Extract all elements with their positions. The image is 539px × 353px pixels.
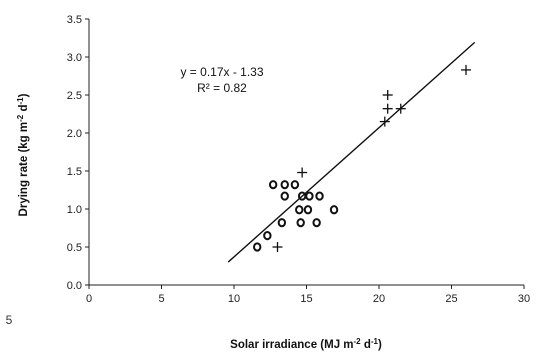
x-tick-label: 25 (445, 293, 457, 305)
circle-data-point (312, 218, 321, 228)
plus-data-point (382, 90, 393, 100)
circle-data-point (290, 180, 300, 190)
x-tick-label: 15 (300, 293, 312, 305)
circle-data-point (280, 180, 289, 190)
y-tick-label: 0.5 (67, 242, 82, 254)
circle-data-point (303, 205, 313, 215)
x-tick-label: 0 (86, 293, 92, 305)
circle-data-point (253, 242, 262, 252)
y-tick-label: 3.5 (67, 14, 82, 26)
plus-data-point (461, 64, 471, 75)
plus-data-point (272, 242, 283, 252)
x-tick-label: 5 (158, 293, 164, 305)
y-tick-label: 1.5 (67, 166, 82, 178)
equation-label: y = 0.17x - 1.33 (180, 65, 263, 79)
axes: 0.0 0.5 1.0 1.5 2.0 2.5 3.0 3.5 0 5 10 15 20 25 30 (67, 14, 530, 305)
circle-data-point (280, 191, 289, 201)
y-tick-label: 2.5 (67, 90, 82, 102)
x-tick-label: 10 (228, 293, 240, 305)
circle-data-point (315, 191, 324, 201)
circle-data-point (296, 218, 305, 228)
circle-data-point (277, 218, 287, 228)
y-ticks: 0.0 0.5 1.0 1.5 2.0 2.5 3.0 3.5 (67, 14, 89, 292)
circle-data-point (263, 231, 272, 241)
circle-data-point (305, 191, 314, 201)
trendline (227, 41, 476, 263)
x-axis-title: Solar irradiance (MJ m-2 d-1) (230, 337, 382, 351)
circle-data-point (268, 180, 278, 190)
y-tick-label: 3.0 (67, 52, 82, 64)
y-tick-label: 0.0 (67, 280, 82, 292)
stray-number-label: 5 (6, 313, 13, 327)
circle-data-point (295, 205, 304, 215)
x-ticks: 0 5 10 15 20 25 30 (86, 285, 530, 305)
data-points (253, 64, 471, 252)
plus-data-point (297, 167, 308, 178)
x-tick-label: 20 (373, 293, 385, 305)
y-tick-label: 1.0 (67, 204, 82, 216)
r-squared-label: R² = 0.82 (197, 81, 247, 95)
plus-data-point (382, 103, 393, 114)
circle-data-point (329, 205, 339, 215)
x-tick-label: 30 (518, 293, 530, 305)
y-tick-label: 2.0 (67, 128, 82, 140)
y-axis-title: Drying rate (kg m-2 d-1) (16, 93, 30, 216)
